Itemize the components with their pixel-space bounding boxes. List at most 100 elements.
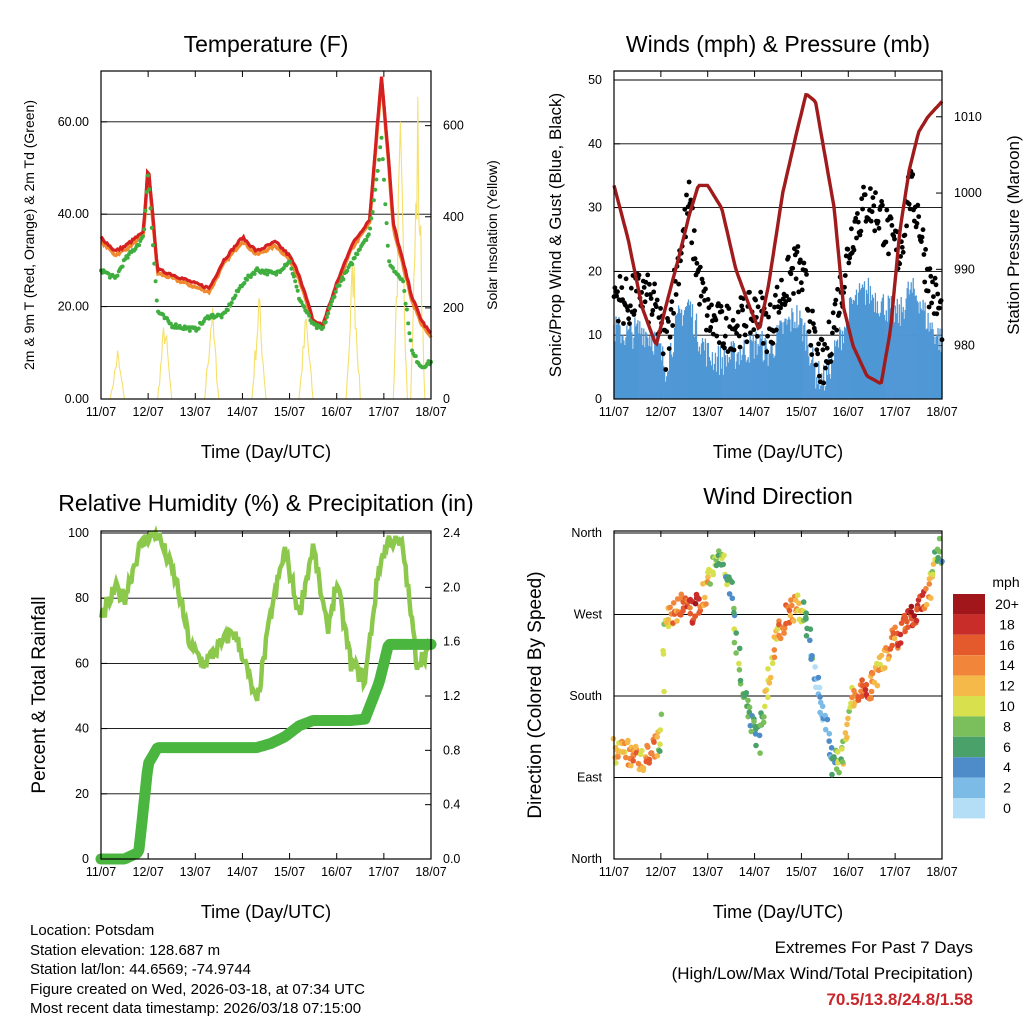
temp-xtick-label: 15/07 (274, 405, 305, 419)
gust-point (708, 325, 714, 330)
gust-point (784, 293, 789, 299)
direction-point (844, 721, 850, 728)
direction-point (774, 626, 781, 632)
gust-point (652, 281, 657, 287)
gust-point (804, 272, 809, 277)
direction-point (819, 703, 826, 710)
rh-ytick-right-label: 0.4 (443, 798, 460, 812)
temp-xtick-label: 18/07 (415, 405, 446, 419)
gust-point (614, 293, 619, 299)
dewpoint-point (115, 273, 120, 278)
direction-point (720, 561, 726, 568)
direction-point (745, 697, 751, 704)
legend-swatch (953, 614, 985, 635)
temp-xtick-label: 12/07 (133, 405, 164, 419)
gust-point (788, 271, 794, 277)
dewpoint-point (125, 255, 130, 260)
dewpoint-point (341, 277, 346, 282)
gust-point (842, 273, 848, 278)
direction-point (908, 609, 914, 615)
gust-point (855, 211, 860, 216)
dir-ylabel-left: Direction (Colored By Speed) (525, 571, 546, 818)
gust-point (823, 365, 828, 371)
dewpoint-point (245, 277, 249, 282)
direction-point (807, 637, 813, 644)
dewpoint-point (350, 262, 355, 267)
latlon-text: Station lat/lon: 44.6569; -74.9744 (30, 961, 252, 978)
direction-point (891, 635, 898, 642)
gust-point (934, 311, 940, 317)
direction-point (721, 552, 727, 559)
gust-point (791, 291, 796, 296)
gust-point (860, 206, 865, 212)
gust-point (812, 329, 818, 334)
gust-point (735, 309, 741, 315)
dewpoint-point (291, 274, 296, 279)
dewpoint-point (293, 279, 298, 284)
direction-point (796, 600, 802, 607)
direction-point (842, 730, 849, 736)
rh-ytick-right-label: 0.8 (443, 743, 460, 757)
dewpoint-point (152, 261, 157, 266)
gust-point (873, 190, 878, 196)
created-text: Figure created on Wed, 2026-03-18, at 07… (30, 980, 365, 998)
gust-point (799, 287, 805, 293)
dewpoint-point (302, 304, 307, 309)
gust-point (663, 367, 669, 372)
legend-swatch (953, 716, 985, 737)
gust-point (853, 215, 859, 221)
gust-point (721, 341, 726, 346)
gust-point (731, 347, 737, 353)
direction-point (767, 674, 774, 681)
dewpoint-point (146, 173, 150, 178)
rh-xlabel: Time (Day/UTC) (201, 902, 331, 922)
dewpoint-point (380, 157, 385, 162)
direction-point (862, 686, 869, 693)
dewpoint-point (161, 312, 166, 317)
direction-point (657, 727, 664, 733)
winds-border (613, 70, 943, 400)
dewpoint-point (137, 243, 142, 248)
dewpoint-point (225, 308, 230, 312)
direction-point (733, 630, 739, 636)
gust-point (809, 352, 815, 357)
temp-frame (100, 71, 432, 400)
direction-point (826, 730, 833, 737)
dewpoint-point (345, 268, 350, 273)
dewpoint-point (374, 177, 379, 182)
temp-ytick-right-label: 200 (443, 301, 464, 315)
winds-ylabel-left: Sonic/Prop Wind & Gust (Blue, Black) (546, 93, 565, 377)
gust-point (667, 334, 673, 340)
gust-point (786, 254, 791, 260)
winds-ytick-label: 20 (588, 264, 602, 278)
direction-point (665, 616, 671, 623)
dir-xtick-label: 18/07 (926, 865, 957, 879)
winds-ytick-label: 30 (588, 201, 602, 215)
gust-point (826, 319, 832, 325)
direction-point (640, 767, 647, 774)
dewpoint-point (407, 331, 412, 336)
direction-point (905, 624, 911, 630)
solar-spike (109, 350, 126, 400)
gust-point (673, 292, 679, 297)
direction-point (762, 688, 768, 694)
dewpoint-point (327, 306, 332, 311)
dewpoint-point (153, 279, 158, 284)
rh-xtick-label: 17/07 (368, 865, 399, 879)
gust-point (922, 279, 928, 285)
dewpoint-point (323, 320, 328, 325)
gust-point (664, 329, 670, 334)
gust-point (830, 330, 835, 336)
direction-point (936, 535, 943, 542)
direction-point (766, 680, 773, 686)
gust-point (835, 286, 840, 292)
direction-point (687, 605, 693, 611)
winds-ytick-label: 0 (595, 392, 602, 406)
dir-xlabel: Time (Day/UTC) (713, 902, 843, 922)
gust-point (821, 380, 827, 386)
rh-ytick-right-label: 2.4 (443, 526, 460, 540)
solar-spike (157, 327, 173, 400)
gust-point (786, 297, 792, 303)
dewpoint-point (330, 299, 334, 304)
gust-point (923, 247, 928, 252)
